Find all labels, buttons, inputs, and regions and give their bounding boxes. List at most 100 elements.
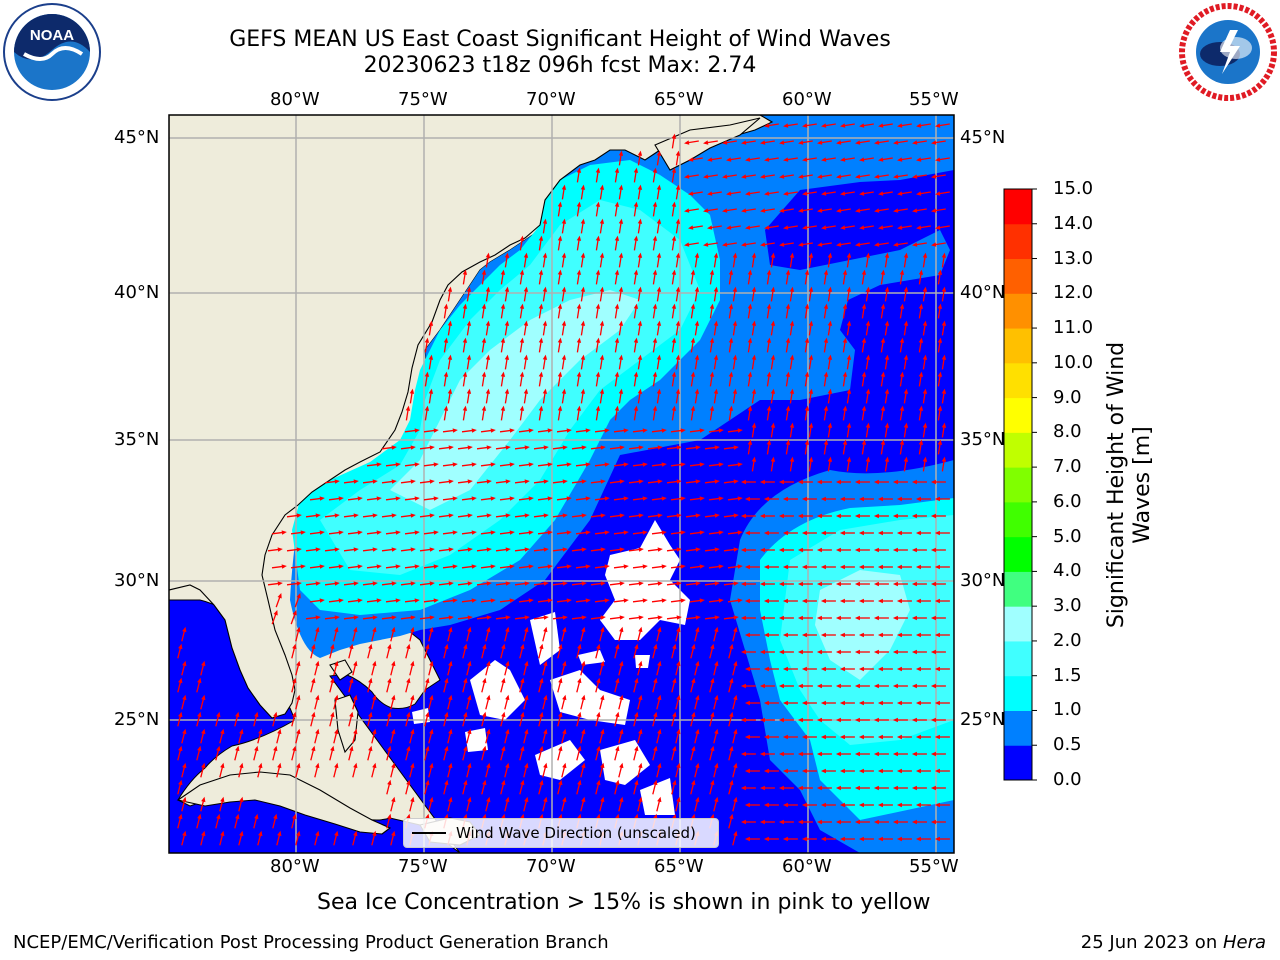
wind-arrow-head [808,286,814,292]
wind-arrow-head [783,225,789,230]
wind-arrow-head [520,779,525,786]
wind-arrow-head [911,819,917,825]
wind-arrow-head [599,286,605,292]
wind-arrow-head [182,728,187,735]
wind-arrow-head [676,626,681,633]
wind-arrow-head [376,564,382,569]
wind-arrow-head [614,167,620,173]
wind-arrow-head [490,428,496,433]
wind-arrow-head [676,479,682,484]
wind-arrow-head [892,717,898,723]
wind-arrow-head [855,208,861,213]
wind-arrow-head [740,717,746,723]
wind-arrow-head [916,225,922,230]
wind-arrow-head [618,388,624,394]
wind-arrow-head [524,694,529,701]
colorbar [1003,188,1037,781]
wind-arrow-head [671,371,677,377]
wind-arrow-head [782,598,788,604]
wind-arrow-head [896,666,902,672]
wind-arrow-head [486,694,491,701]
wind-arrow-head [463,677,468,684]
wind-arrow-head [633,405,639,411]
wind-arrow-head [368,711,373,718]
wind-arrow-head [733,694,738,701]
wind-arrow-head [893,174,899,179]
wind-arrow-head [580,320,586,326]
wind-arrow-head [557,337,563,343]
wind-arrow-head [581,796,586,803]
wind-arrow-head [410,694,415,701]
wind-arrow-head [808,388,814,394]
wind-arrow-head [539,643,544,650]
wind-arrow-head [740,751,746,757]
wind-arrow-head [201,728,206,735]
wind-arrow-head [577,745,582,752]
wind-arrow-head [797,615,803,621]
wind-arrow-head [504,286,510,292]
wind-arrow-head [657,762,662,769]
colorbar-tick-label: 3.0 [1053,595,1082,617]
wind-arrow-head [911,547,917,553]
wind-arrow-head [334,581,340,586]
wind-arrow-head [277,547,283,552]
wind-arrow-head [410,445,416,450]
wind-arrow-head [638,513,644,518]
wind-arrow-head [315,626,320,633]
wind-arrow-head [797,751,803,757]
wind-arrow-head [462,371,468,377]
wind-arrow-head [410,581,416,586]
wind-arrow-head [915,802,921,808]
wind-arrow-head [676,445,682,450]
wind-arrow-head [504,388,510,394]
wind-arrow-head [448,660,453,667]
wind-arrow-head [357,530,363,535]
wind-arrow-head [509,496,515,501]
wind-arrow-head [372,615,378,620]
wind-arrow-head [543,513,549,518]
wind-arrow-head [854,547,860,553]
lon-label: 70°W [526,89,576,110]
wind-arrow-head [653,745,658,752]
wind-arrow-head [918,269,924,275]
wind-arrow-head [733,626,738,633]
wind-arrow-head [766,371,772,377]
wind-arrow-head [873,819,879,825]
wind-arrow-head [903,320,909,326]
wind-arrow-head [523,354,529,360]
wind-arrow-head [338,496,344,501]
wind-arrow-head [595,201,601,207]
wind-arrow-head [934,666,940,672]
wind-arrow-head [778,751,784,757]
wind-arrow-head [557,269,563,275]
wind-arrow-head [747,269,753,275]
wind-arrow-head [542,388,548,394]
wind-arrow-head [827,320,833,326]
wind-arrow-head [694,286,700,292]
wind-arrow-head [406,711,411,718]
wind-arrow-head [661,564,667,569]
wind-arrow-head [566,496,572,501]
wind-arrow-head [859,123,865,128]
wind-arrow-head [600,445,606,450]
wind-arrow-head [637,388,643,394]
wind-arrow-head [817,208,823,213]
wind-arrow-head [714,479,720,484]
wind-arrow-head [873,751,879,757]
wind-arrow-head [414,428,420,433]
wind-arrow-head [581,626,586,633]
wind-arrow-head [581,660,586,667]
wind-arrow-head [467,762,472,769]
wind-arrow-head [760,242,766,247]
wind-arrow-head [691,643,696,650]
wind-arrow-head [884,320,890,326]
wind-arrow-head [486,479,492,484]
wind-arrow-head [676,728,681,735]
wind-arrow-head [539,711,544,718]
wind-arrow-head [798,140,804,145]
wind-arrow-head [934,496,940,502]
wind-arrow-head [722,174,728,179]
wind-arrow-head [836,242,842,247]
wind-arrow-head [782,666,788,672]
map-frame [168,114,955,854]
